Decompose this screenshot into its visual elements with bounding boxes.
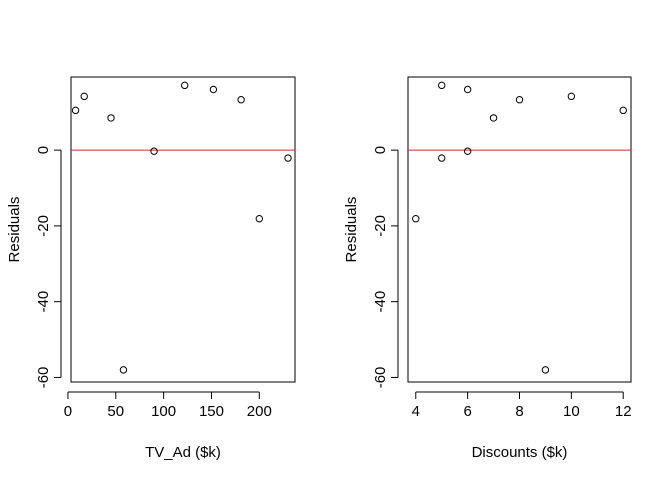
x-tick-label: 100 <box>151 403 176 420</box>
x-tick-label: 0 <box>64 403 72 420</box>
x-axis-label: TV_Ad ($k) <box>145 444 221 461</box>
data-point <box>515 96 524 104</box>
data-point <box>438 154 446 162</box>
y-tick-label: 0 <box>372 146 389 154</box>
data-point <box>119 366 128 374</box>
y-tick-label: -60 <box>35 367 52 389</box>
data-point <box>150 147 158 155</box>
data-point <box>463 85 472 94</box>
x-tick-label: 10 <box>563 403 580 420</box>
data-point <box>438 81 446 90</box>
x-tick-label: 12 <box>615 403 632 420</box>
y-tick-label: -40 <box>35 291 52 313</box>
data-point <box>209 85 218 94</box>
plot-frame <box>70 76 296 383</box>
y-tick-label: -20 <box>35 215 52 237</box>
x-tick-label: 6 <box>463 403 471 420</box>
x-tick-label: 4 <box>412 403 420 420</box>
y-axis-label: Residuals <box>343 197 360 263</box>
data-point <box>284 154 292 162</box>
data-point <box>255 215 264 223</box>
data-point <box>71 106 80 115</box>
data-point <box>237 96 245 104</box>
data-point <box>619 106 627 115</box>
y-tick-label: -60 <box>372 367 389 389</box>
y-tick-label: -20 <box>372 215 389 237</box>
x-tick-label: 200 <box>247 403 272 420</box>
y-axis-label: Residuals <box>6 197 23 263</box>
data-point <box>412 215 420 223</box>
data-point <box>541 366 550 374</box>
data-point <box>180 81 189 90</box>
y-tick-label: 0 <box>35 146 52 154</box>
x-tick-label: 50 <box>107 403 124 420</box>
plot-panel-1: 0 50 100 150 200 0 -20 -40 -60 TV_Ad ($k) Residual… <box>6 76 296 461</box>
plot-panel-2: 4 6 8 10 12 0 -20 -40 -60 Discounts ($k) Residuals <box>343 76 632 461</box>
data-point <box>463 147 472 155</box>
y-tick-label: -40 <box>372 291 389 313</box>
data-point <box>107 114 115 122</box>
data-point <box>80 92 88 101</box>
data-point <box>567 92 576 101</box>
data-point <box>489 114 498 122</box>
x-tick-label: 8 <box>515 403 523 420</box>
plot-frame <box>407 76 632 383</box>
x-tick-label: 150 <box>199 403 224 420</box>
x-axis-label: Discounts ($k) <box>472 444 568 461</box>
